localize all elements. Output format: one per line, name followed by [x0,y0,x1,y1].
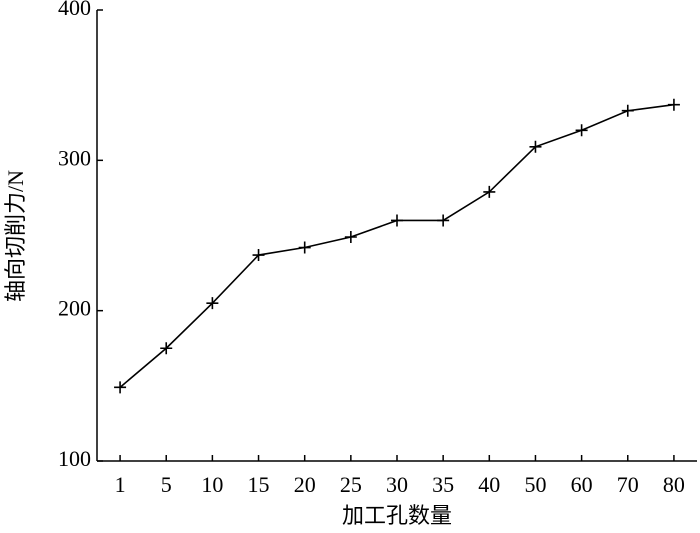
x-tick-label: 10 [201,472,223,497]
x-tick-label: 60 [571,472,593,497]
marker [160,342,173,355]
line [119,103,675,388]
marker [344,231,357,244]
x-tick-label: 5 [161,472,172,497]
y-tick-label: 100 [58,446,91,471]
marker [114,381,127,394]
marker [621,104,634,117]
x-tick-label: 25 [340,472,362,497]
marker [298,241,311,254]
x-tick-label: 70 [617,472,639,497]
y-tick-label: 400 [58,0,91,20]
marker [575,124,588,137]
marker [483,185,496,198]
marker [206,297,219,310]
marker [252,249,265,262]
x-tick-label: 35 [432,472,454,497]
marker [391,214,403,227]
x-tick-label: 20 [294,472,316,497]
marker [529,140,542,153]
y-axis-label: 轴向切削力/N [3,170,28,302]
y-tick-label: 200 [58,296,91,321]
x-tick-label: 30 [386,472,408,497]
marker [437,214,450,227]
x-tick-label: 15 [248,472,270,497]
x-tick-label: 50 [524,472,546,497]
marker [667,98,680,111]
x-axis-label: 加工孔数量 [342,503,452,528]
y-tick-label: 300 [58,145,91,170]
x-tick-label: 40 [478,472,500,497]
x-tick-label: 1 [115,472,126,497]
x-tick-label: 80 [663,472,685,497]
